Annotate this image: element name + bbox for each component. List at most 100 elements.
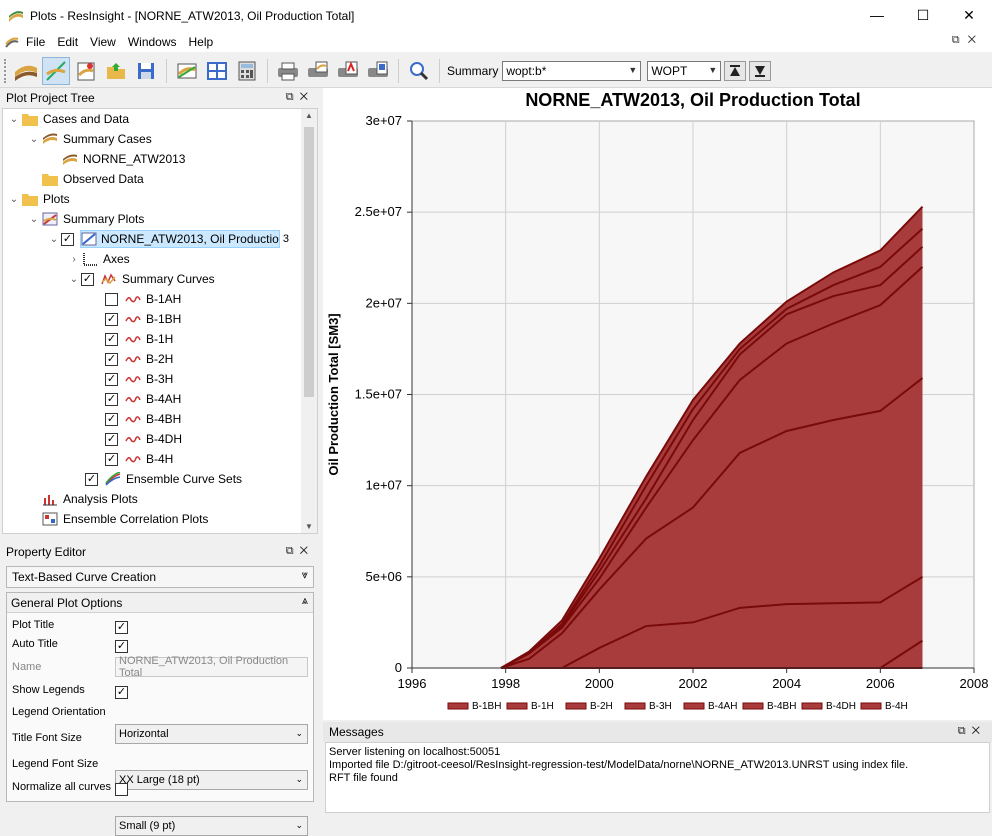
print-icon[interactable] <box>274 57 302 85</box>
open-folder-icon[interactable] <box>102 57 130 85</box>
expand-open-icon[interactable]: ⌄ <box>9 193 19 205</box>
tree-item-curve-b-4dh[interactable]: ✓ B-4DH <box>3 429 317 449</box>
menu-view[interactable]: View <box>90 35 116 49</box>
tree-item-curve-b-4ah[interactable]: ✓ B-4AH <box>3 389 317 409</box>
scroll-down-icon[interactable]: ▼ <box>305 522 313 531</box>
tree-item-summary-plots[interactable]: ⌄ Summary Plots <box>3 209 317 229</box>
panel-float-close-icons[interactable]: ⧉✕ <box>285 91 314 103</box>
curves-visible-checkbox[interactable]: ✓ <box>81 272 94 286</box>
toolbar-separator <box>166 58 167 83</box>
calculator-icon[interactable] <box>233 57 261 85</box>
scrollbar-thumb[interactable] <box>304 127 314 397</box>
curve-checkbox[interactable] <box>105 292 118 306</box>
show-legends-checkbox[interactable]: ✓ <box>115 686 128 699</box>
3d-view-icon[interactable] <box>12 57 40 85</box>
tree-item-curve-b-4bh[interactable]: ✓ B-4BH <box>3 409 317 429</box>
normalize-checkbox[interactable] <box>115 783 128 796</box>
tile-windows-icon[interactable] <box>203 57 231 85</box>
next-vector-button[interactable] <box>749 60 772 81</box>
tree-item-selected-plot[interactable]: ⌄ ✓ NORNE_ATW2013, Oil Productio 3 <box>3 229 317 249</box>
message-line: RFT file found <box>329 772 398 784</box>
expand-open-icon[interactable]: ⌄ <box>29 133 39 145</box>
curve-checkbox[interactable]: ✓ <box>105 312 118 326</box>
tree-item-summary-cases[interactable]: ⌄ Summary Cases <box>3 129 317 149</box>
double-chevron-up-icon[interactable]: ⩓ <box>301 595 308 607</box>
previous-vector-button[interactable] <box>724 60 747 81</box>
tree-item-observed-data[interactable]: Observed Data <box>3 169 317 189</box>
tree-item-curve-b-2h[interactable]: ✓ B-2H <box>3 349 317 369</box>
legend-orientation-row: Legend Orientation <box>12 706 106 718</box>
curve-checkbox[interactable]: ✓ <box>105 352 118 366</box>
expand-closed-icon[interactable]: › <box>72 253 76 265</box>
minimize-button[interactable]: — <box>870 7 884 23</box>
close-button[interactable]: ✕ <box>963 6 975 23</box>
text-based-curve-creation-section[interactable]: Text-Based Curve Creation ⩔ <box>6 566 314 588</box>
summary-plot-chart[interactable]: NORNE_ATW2013, Oil Production Total 1996 1… <box>323 88 992 720</box>
menu-edit[interactable]: Edit <box>57 35 79 49</box>
tree-item-curve-b-1bh[interactable]: ✓ B-1BH <box>3 309 317 329</box>
vector-combo[interactable]: WOPT ▼ <box>647 60 722 81</box>
summary-filter-combo[interactable]: wopt:b* ▼ <box>502 60 642 81</box>
curve-checkbox[interactable]: ✓ <box>105 392 118 406</box>
series-line-b-3h <box>500 377 924 669</box>
tree-item-norne-case[interactable]: NORNE_ATW2013 <box>3 149 317 169</box>
plot-title-checkbox[interactable]: ✓ <box>115 621 128 634</box>
expand-open-icon[interactable]: ⌄ <box>69 273 79 285</box>
group-header[interactable]: General Plot Options ⩓ <box>7 593 313 613</box>
legend-orientation-combo[interactable]: Horizontal ⌄ <box>115 724 308 744</box>
curve-checkbox[interactable]: ✓ <box>105 432 118 446</box>
tree-item-curve-b-3h[interactable]: ✓ B-3H <box>3 369 317 389</box>
export-pdf-icon[interactable] <box>334 57 362 85</box>
tree-item-ensemble-correlation-plots[interactable]: Ensemble Correlation Plots <box>3 509 317 529</box>
title-font-combo[interactable]: XX Large (18 pt) ⌄ <box>115 770 308 790</box>
maximize-button[interactable]: ☐ <box>916 6 930 23</box>
tree-item-cases-and-data[interactable]: ⌄ Cases and Data <box>3 109 317 129</box>
import-case-icon[interactable] <box>72 57 100 85</box>
expand-open-icon[interactable]: ⌄ <box>49 233 59 245</box>
toolbar-grip[interactable] <box>4 58 8 83</box>
expand-open-icon[interactable]: ⌄ <box>29 213 39 225</box>
tree-item-curve-b-4h[interactable]: ✓ B-4H <box>3 449 317 469</box>
plot-name-field[interactable]: NORNE_ATW2013, Oil Production Total <box>115 655 308 679</box>
curve-checkbox[interactable]: ✓ <box>105 332 118 346</box>
save-icon[interactable] <box>132 57 160 85</box>
summary-curves-icon <box>100 271 118 287</box>
legend-font-combo[interactable]: Small (9 pt) ⌄ <box>115 816 308 836</box>
tree-item-curve-b-1ah[interactable]: B-1AH <box>3 289 317 309</box>
tree-item-curve-b-1h[interactable]: ✓ B-1H <box>3 329 317 349</box>
panel-float-close-icons[interactable]: ⧉✕ <box>285 545 314 557</box>
tree-item-analysis-plots[interactable]: Analysis Plots <box>3 489 317 509</box>
tree-item-ensemble-curve-sets[interactable]: ✓ Ensemble Curve Sets <box>3 469 317 489</box>
export-all-icon[interactable] <box>364 57 392 85</box>
auto-title-checkbox[interactable]: ✓ <box>115 640 128 653</box>
scroll-up-icon[interactable]: ▲ <box>305 111 313 120</box>
messages-log[interactable]: Server listening on localhost:50051 Impo… <box>325 742 990 813</box>
selected-plot-highlight[interactable]: NORNE_ATW2013, Oil Productio 3 <box>80 230 289 248</box>
panel-float-close-icons[interactable]: ⧉✕ <box>957 725 986 737</box>
legend-swatch <box>506 702 528 710</box>
tree-item-summary-curves[interactable]: ⌄ ✓ Summary Curves <box>3 269 317 289</box>
expand-open-icon[interactable]: ⌄ <box>9 113 19 125</box>
tree-label: NORNE_ATW2013 <box>83 152 186 166</box>
export-snapshot-icon[interactable] <box>304 57 332 85</box>
menu-file[interactable]: File <box>26 35 46 49</box>
mdi-window-controls[interactable]: ⧉✕ <box>951 34 984 46</box>
tree-label: B-2H <box>146 352 174 366</box>
plot-window[interactable]: NORNE_ATW2013, Oil Production Total 1996 1… <box>323 88 992 720</box>
message-line: Server listening on localhost:50051 <box>329 746 501 758</box>
plot-window-icon[interactable] <box>42 56 70 85</box>
tree-item-axes[interactable]: › Axes <box>3 249 317 269</box>
snapshot-view-icon[interactable] <box>173 57 201 85</box>
menu-help[interactable]: Help <box>188 35 214 49</box>
curve-checkbox[interactable]: ✓ <box>105 372 118 386</box>
curve-checkbox[interactable]: ✓ <box>105 412 118 426</box>
tree-item-plots[interactable]: ⌄ Plots <box>3 189 317 209</box>
plot-visible-checkbox[interactable]: ✓ <box>61 232 74 246</box>
zoom-all-icon[interactable] <box>405 57 433 85</box>
tree-label: Summary Cases <box>63 132 152 146</box>
tree-scrollbar[interactable]: ▲ ▼ <box>301 109 317 533</box>
double-chevron-down-icon[interactable]: ⩔ <box>301 569 308 581</box>
ensemble-checkbox[interactable]: ✓ <box>85 472 98 486</box>
menu-windows[interactable]: Windows <box>127 35 177 49</box>
curve-checkbox[interactable]: ✓ <box>105 452 118 466</box>
